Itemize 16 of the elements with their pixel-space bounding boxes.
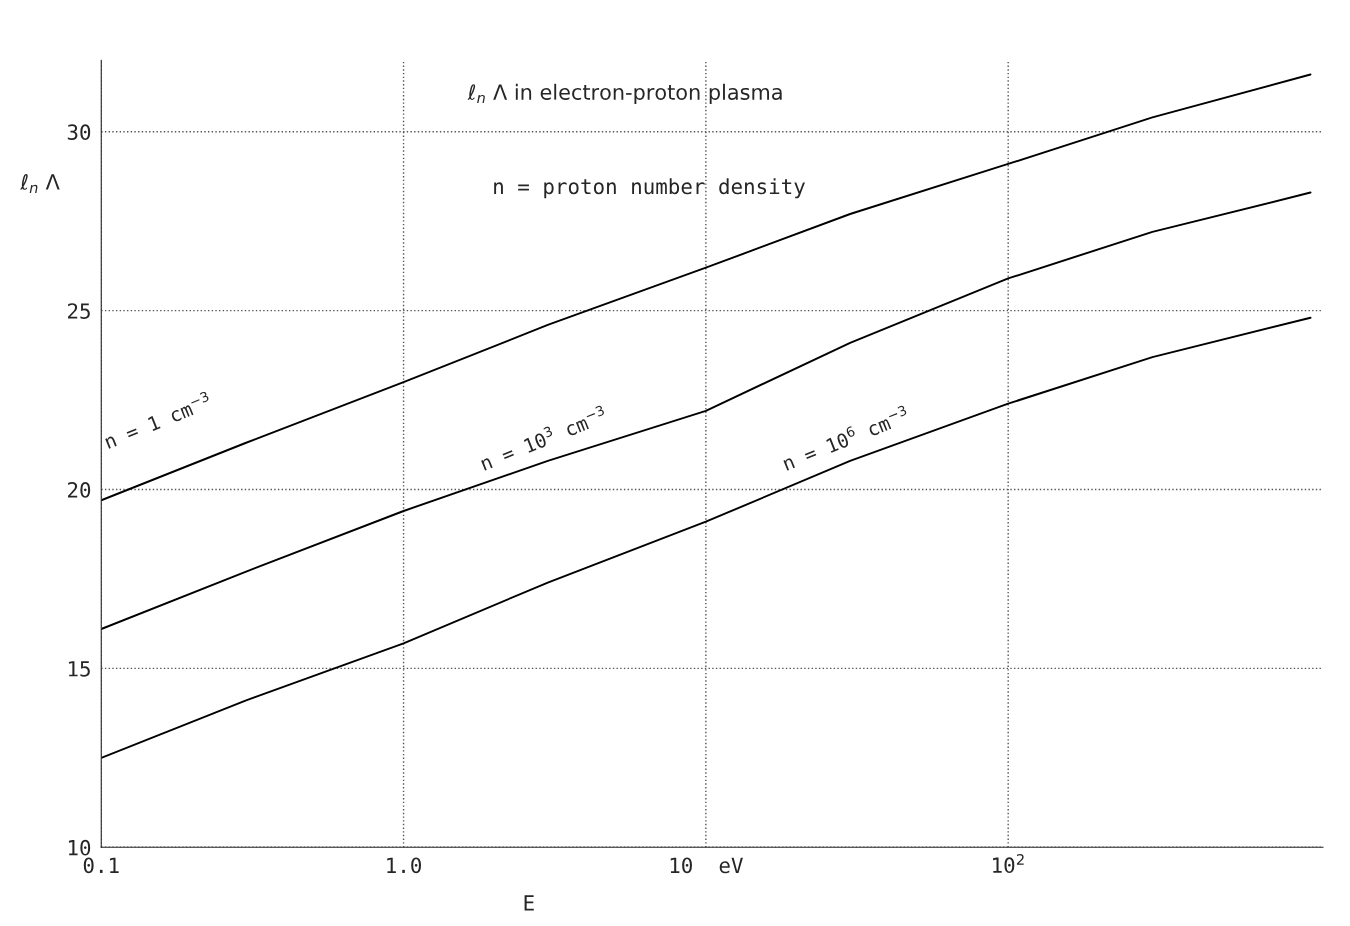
- y-tick-label: 30: [67, 124, 91, 141]
- annotation: n = 10$^{3}$ cm$^{−3}$: [478, 404, 608, 471]
- x-axis-title: E: [524, 895, 534, 911]
- annotation: n = proton number density: [494, 178, 805, 199]
- y-tick-label: 25: [67, 303, 90, 319]
- annotation: n = 1 cm$^{−3}$: [102, 390, 213, 450]
- y-tick-label: 20: [67, 482, 91, 498]
- text: ℓ$_{n}$ Λ in electron-proton plasma: [467, 83, 782, 104]
- x-tick-label: 10 eV: [670, 857, 743, 874]
- y-tick-label: 10: [68, 839, 91, 856]
- x-tick-label: 1.0: [387, 857, 422, 874]
- x-tick-label: 10$^{2}$: [993, 853, 1024, 874]
- annotation: n = 10$^{6}$ cm$^{−3}$: [780, 404, 910, 471]
- y-axis-title: ℓ$_{n}$ Λ: [20, 174, 60, 193]
- x-tick-label: 0.1: [83, 857, 119, 874]
- y-tick-label: 15: [68, 661, 90, 677]
